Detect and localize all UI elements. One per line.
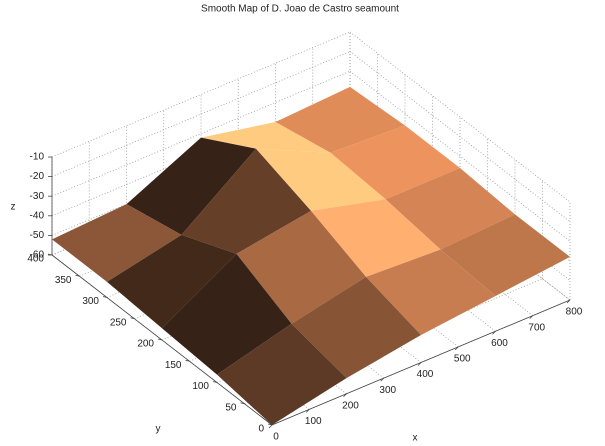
x-axis-label: x	[413, 433, 418, 444]
z-tick-label: -60	[30, 250, 45, 261]
z-tick-label: -20	[30, 171, 45, 182]
y-tick-label: 250	[110, 317, 127, 328]
y-tick-label: 300	[82, 296, 99, 307]
x-tick-label: 800	[566, 307, 583, 318]
z-tick-label: -40	[30, 210, 45, 221]
z-axis-label: z	[11, 202, 16, 213]
x-tick-label: 0	[273, 432, 279, 443]
x-tick-label: 100	[305, 416, 322, 427]
x-tick-label: 400	[417, 369, 434, 380]
x-tick-label: 700	[528, 322, 545, 333]
y-tick-label: 0	[258, 424, 264, 435]
tick-mark	[269, 425, 272, 428]
y-tick-label: 100	[192, 381, 209, 392]
x-tick-label: 300	[379, 385, 396, 396]
y-axis-label: y	[156, 424, 161, 435]
x-tick-label: 200	[342, 400, 359, 411]
chart: Smooth Map of D. Joao de Castro seamount…	[0, 0, 605, 446]
y-tick-label: 150	[165, 360, 182, 371]
z-tick-label: -50	[30, 230, 45, 241]
z-tick-label: -30	[30, 191, 45, 202]
x-tick-label: 500	[454, 354, 471, 365]
y-tick-label: 50	[225, 402, 237, 413]
y-tick-label: 200	[137, 339, 154, 350]
y-tick-label: 350	[55, 275, 72, 286]
page: Smooth Map of D. Joao de Castro seamount…	[0, 0, 605, 446]
z-tick-label: -10	[30, 152, 45, 163]
x-tick-label: 600	[491, 338, 508, 349]
chart-title: Smooth Map of D. Joao de Castro seamount	[201, 4, 399, 15]
